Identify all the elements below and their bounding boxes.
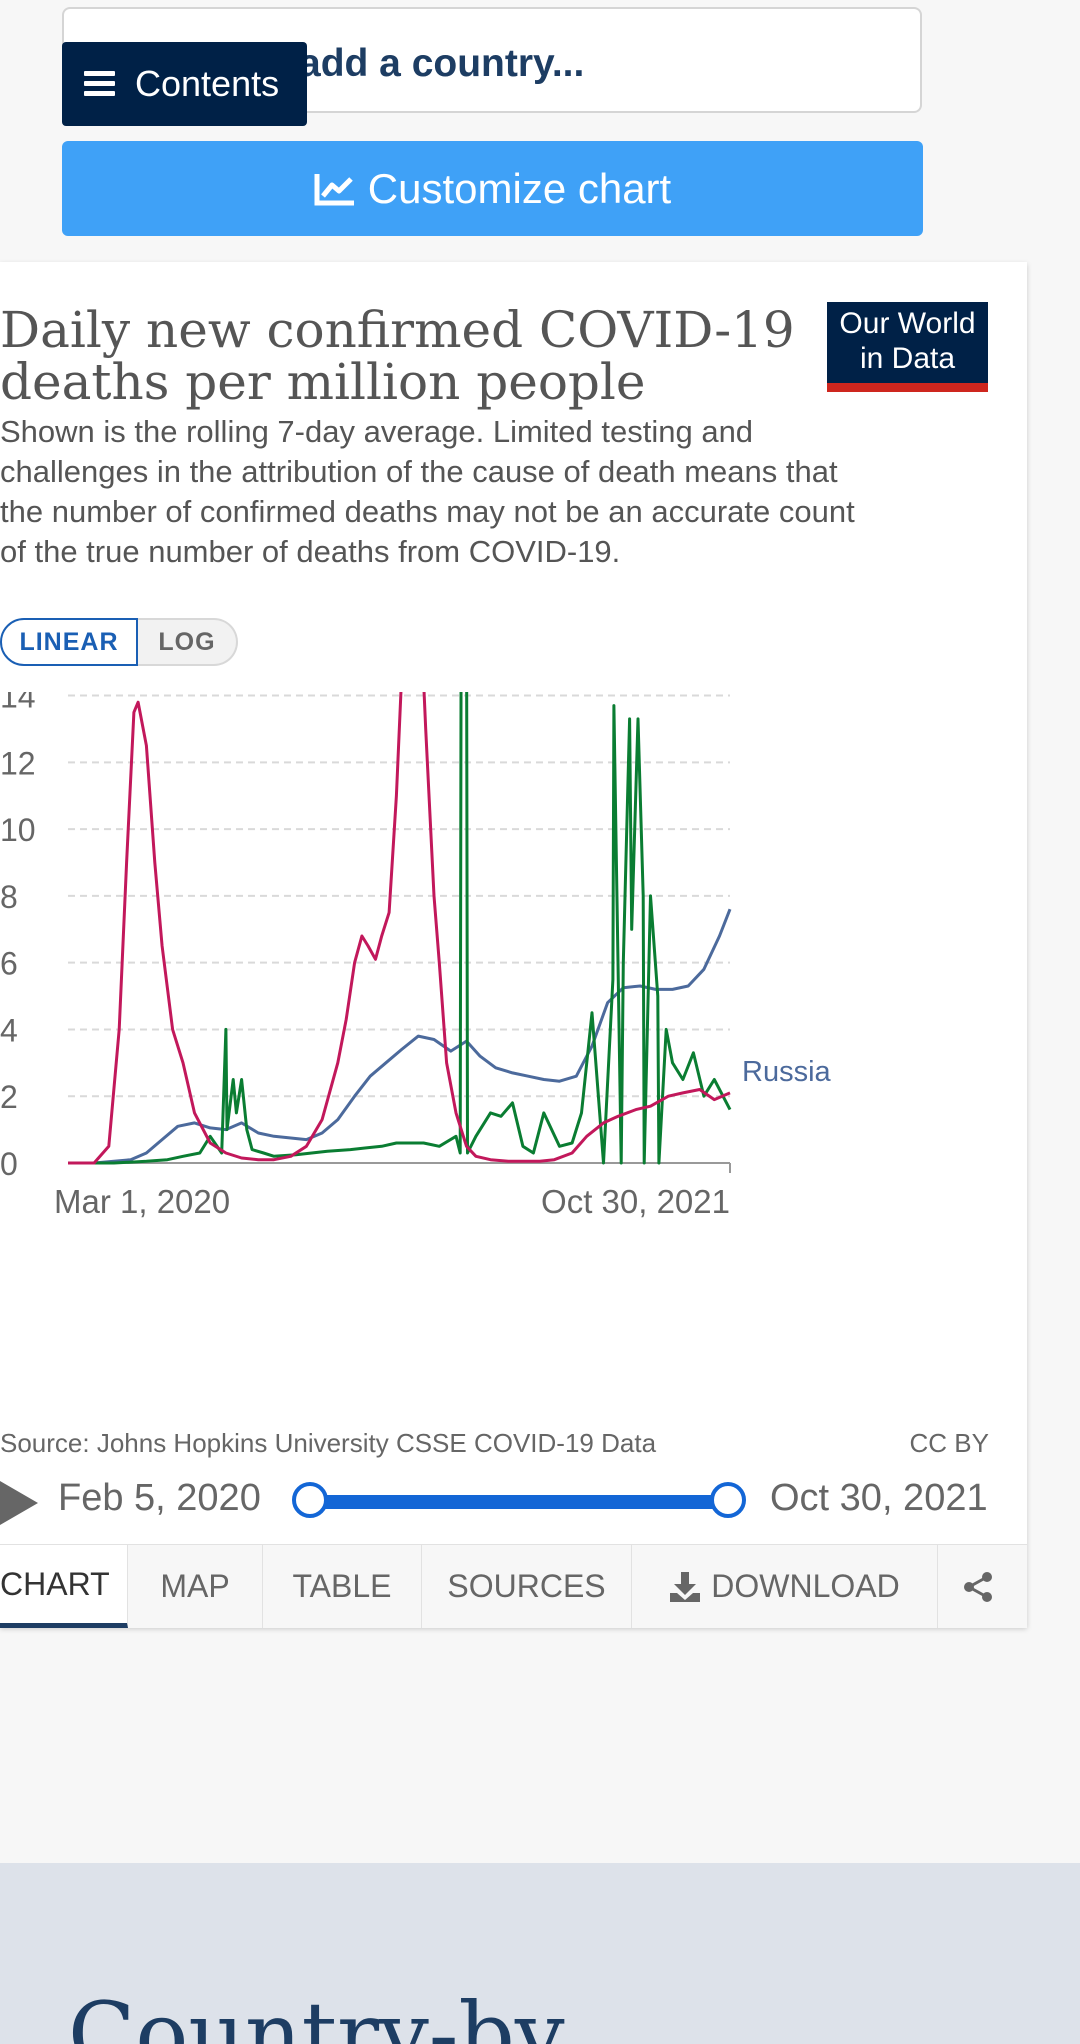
contents-button[interactable]: Contents: [62, 42, 307, 126]
y-tick-label: 14: [0, 692, 36, 715]
chart-subtitle: Shown is the rolling 7-day average. Limi…: [0, 412, 920, 572]
subtitle-line: challenges in the attribution of the cau…: [0, 454, 838, 489]
y-tick-label: 10: [0, 812, 36, 848]
play-icon[interactable]: [0, 1481, 40, 1525]
y-tick-label: 0: [0, 1146, 18, 1182]
timeline: Feb 5, 2020 Oct 30, 2021: [0, 1467, 1027, 1527]
subtitle-line: the number of confirmed deaths may not b…: [0, 494, 855, 529]
chart-card: Daily new confirmed COVID-19 deaths per …: [0, 262, 1027, 1628]
timeline-track[interactable]: [310, 1495, 728, 1509]
download-label: DOWNLOAD: [711, 1568, 900, 1604]
tab-chart[interactable]: CHART: [0, 1545, 128, 1628]
tab-sources[interactable]: SOURCES: [422, 1545, 632, 1628]
subtitle-line: of the true number of deaths from COVID-…: [0, 534, 621, 569]
scale-toggle: LINEAR LOG: [0, 618, 238, 670]
customize-chart-button[interactable]: Customize chart: [62, 141, 923, 236]
series-line-russia: [68, 908, 732, 1165]
series-line-united-kingdom: [68, 692, 731, 1165]
series-line-kazakhstan: [68, 692, 732, 1165]
logo-line1: Our World: [839, 307, 976, 340]
x-tick-label: Oct 30, 2021: [541, 1183, 730, 1220]
timeline-start-date: Feb 5, 2020: [58, 1477, 261, 1519]
line-chart-icon: [314, 173, 354, 205]
contents-label: Contents: [135, 63, 280, 104]
tab-map[interactable]: MAP: [128, 1545, 263, 1628]
section-heading: Country-by: [68, 1983, 565, 2044]
y-tick-label: 4: [0, 1012, 18, 1048]
y-tick-label: 2: [0, 1079, 18, 1115]
share-icon: [963, 1571, 992, 1602]
download-icon: [670, 1571, 701, 1602]
y-tick-label: 6: [0, 946, 18, 982]
logo-line2: in Data: [859, 342, 956, 375]
timeline-start-handle[interactable]: [292, 1482, 328, 1518]
chart-title: Daily new confirmed COVID-19 deaths per …: [0, 304, 800, 408]
timeline-end-handle[interactable]: [710, 1482, 746, 1518]
chart-source[interactable]: Source: Johns Hopkins University CSSE CO…: [0, 1428, 657, 1458]
legend-label-russia: Russia: [742, 1056, 832, 1088]
chart-tabs: CHART MAP TABLE SOURCES DOWNLOAD: [0, 1544, 1027, 1628]
share-button[interactable]: [938, 1545, 1027, 1628]
customize-chart-label: Customize chart: [367, 164, 672, 212]
log-scale-button[interactable]: LOG: [138, 618, 238, 666]
next-section: Country-by: [0, 1863, 1080, 2044]
chart-title-line1: Daily new confirmed COVID-19: [0, 301, 795, 359]
tab-download[interactable]: DOWNLOAD: [632, 1545, 938, 1628]
owid-logo[interactable]: Our World in Data: [827, 302, 988, 392]
linear-scale-button[interactable]: LINEAR: [0, 618, 138, 666]
y-tick-label: 12: [0, 745, 36, 781]
logo-red-bar: [827, 383, 988, 392]
hamburger-icon: [84, 71, 115, 97]
tab-table[interactable]: TABLE: [263, 1545, 422, 1628]
y-tick-label: 8: [0, 879, 18, 915]
subtitle-line: Shown is the rolling 7-day average. Limi…: [0, 414, 754, 449]
timeline-end-date: Oct 30, 2021: [770, 1477, 988, 1519]
chart-license[interactable]: CC BY: [909, 1428, 989, 1458]
add-country-placeholder: add a country...: [299, 42, 585, 85]
chart-title-line2: deaths per million people: [0, 353, 646, 411]
x-tick-label: Mar 1, 2020: [54, 1183, 230, 1220]
